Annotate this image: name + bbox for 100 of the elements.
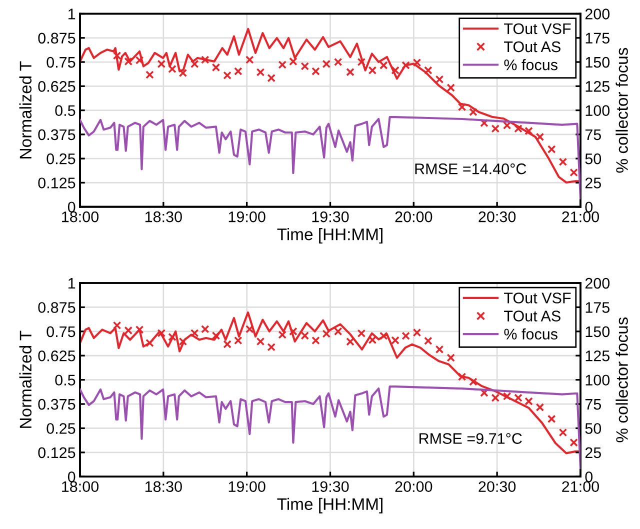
- point: [234, 67, 242, 76]
- point: [157, 329, 166, 338]
- y-tick-label: 0.125: [38, 178, 76, 188]
- point: [334, 58, 342, 66]
- point: [146, 338, 154, 348]
- point: [524, 126, 533, 136]
- y2-tick-label: 100: [586, 105, 610, 116]
- y-axis-title: Normalized T: [19, 61, 32, 158]
- point: [135, 56, 144, 64]
- point: [547, 414, 556, 424]
- point: [469, 108, 478, 116]
- point: [357, 329, 366, 338]
- point: [278, 60, 287, 69]
- y2-tick-label: 25: [585, 178, 601, 188]
- point: [190, 329, 199, 338]
- y-tick-label: 1: [68, 278, 76, 289]
- point: [289, 57, 298, 66]
- y-tick-label: 0.75: [46, 326, 76, 338]
- point: [246, 324, 254, 334]
- line-series: [80, 116, 580, 200]
- point: [491, 124, 500, 133]
- point: [412, 58, 422, 67]
- point: [200, 56, 210, 64]
- x-tick-label: 20:30: [478, 481, 516, 492]
- point: [267, 74, 276, 82]
- point: [112, 51, 122, 60]
- y2-tick-label: 75: [585, 399, 601, 410]
- x-tick-label: 20:00: [395, 211, 432, 222]
- point: [480, 118, 488, 128]
- y2-tick-label: 175: [586, 32, 610, 44]
- x-tick-label: 19:00: [228, 211, 266, 222]
- point: [246, 56, 254, 64]
- point: [368, 336, 377, 344]
- x-axis-title: Time [HH:MM]: [277, 228, 382, 244]
- legend-label: TOut VSF: [504, 292, 571, 304]
- point: [458, 102, 466, 112]
- y-tick-label: 0.125: [38, 447, 76, 458]
- point: [346, 68, 354, 76]
- y2-tick-label: 75: [585, 129, 601, 140]
- point: [168, 64, 176, 74]
- point: [402, 332, 410, 340]
- x-tick-label: 19:00: [228, 481, 266, 492]
- point: [234, 336, 242, 345]
- y2-tick-label: 50: [585, 423, 602, 434]
- y2-tick-label: 125: [586, 350, 610, 362]
- point: [458, 372, 466, 381]
- y2-tick-label: 50: [585, 153, 602, 164]
- point: [168, 332, 176, 342]
- y-tick-label: 0.25: [46, 153, 76, 164]
- point: [300, 332, 310, 340]
- point: [379, 61, 388, 70]
- x-tick-label: 18:30: [145, 481, 182, 492]
- point: [502, 121, 512, 130]
- point: [322, 330, 331, 338]
- y2-tick-label: 100: [586, 374, 610, 386]
- point: [446, 84, 456, 92]
- point: [412, 328, 422, 337]
- y2-tick-label: 175: [586, 302, 610, 313]
- point: [212, 332, 220, 340]
- point: [334, 327, 342, 336]
- point: [157, 60, 166, 68]
- y2-tick-label: 150: [586, 326, 610, 338]
- point: [278, 330, 287, 339]
- point: [424, 66, 432, 74]
- line-series: [80, 386, 580, 469]
- point: [446, 354, 456, 362]
- point: [435, 345, 444, 354]
- point: [558, 158, 568, 166]
- point: [570, 438, 578, 447]
- y2-tick-label: 0: [585, 202, 593, 213]
- point: [312, 67, 320, 76]
- point: [112, 321, 122, 330]
- point: [357, 58, 366, 66]
- legend-label: TOut AS: [504, 310, 560, 322]
- point: [424, 336, 432, 346]
- point: [322, 60, 331, 68]
- x-tick-label: 18:00: [62, 481, 99, 492]
- point: [570, 168, 578, 177]
- x-tick-label: 21:00: [562, 481, 599, 492]
- y2-tick-label: 25: [585, 447, 601, 458]
- point: [135, 326, 144, 334]
- point: [524, 397, 533, 406]
- y-tick-label: 0.875: [38, 32, 76, 44]
- point: [267, 342, 276, 352]
- x-tick-label: 18:00: [62, 211, 99, 222]
- y2-tick-label: 0: [585, 471, 593, 482]
- y2-tick-label: 200: [585, 278, 610, 289]
- y-tick-label: 0.875: [38, 302, 76, 313]
- y2-axis-title: % collector focus: [616, 317, 628, 442]
- y-tick-label: 0.625: [38, 350, 76, 362]
- point: [256, 68, 265, 76]
- x-tick-label: 20:00: [395, 481, 432, 492]
- y-tick-label: 0.25: [46, 423, 76, 434]
- point: [289, 327, 298, 336]
- point: [256, 337, 265, 346]
- y-tick-label: 0: [68, 202, 76, 213]
- y2-axis-title: % collector focus: [616, 48, 628, 173]
- point: [514, 394, 522, 402]
- x-axis-title: Time [HH:MM]: [277, 498, 382, 514]
- x-tick-label: 20:30: [478, 211, 516, 222]
